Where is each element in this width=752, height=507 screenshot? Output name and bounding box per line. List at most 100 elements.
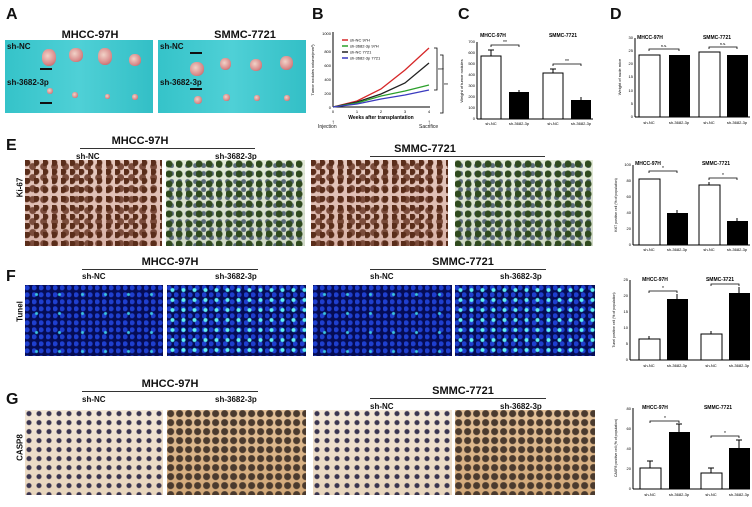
- panel-letter-f: F: [6, 268, 16, 285]
- svg-text:sh-3682-3p: sh-3682-3p: [667, 363, 688, 368]
- bar-chart-mice-weight: MHCC-97H SMMC-7721 0 5 10 15 20 25 30 n.s. n.…: [617, 35, 750, 125]
- svg-text:MHCC-97H: MHCC-97H: [637, 35, 663, 41]
- svg-text:MHCC-97H: MHCC-97H: [642, 405, 668, 411]
- svg-text:0: 0: [329, 105, 332, 110]
- ihc-casp8-mhcc-shnc: [25, 410, 163, 495]
- line-chart-tumor-volume: 0 200 400 600 800 1000 0 1 2 3 4 sh-NC 97H sh-36…: [310, 31, 448, 126]
- svg-text:↑: ↑: [332, 120, 335, 126]
- svg-text:sh-NC: sh-NC: [643, 120, 654, 125]
- bar-chart-casp8: MHCC-97H SMMC-7721 0 20 40 60 80 * * sh-NC sh…: [614, 405, 750, 497]
- svg-text:SMMC-7721: SMMC-7721: [702, 161, 730, 167]
- svg-text:sh-NC 7721: sh-NC 7721: [350, 50, 372, 55]
- svg-text:sh-NC: sh-NC: [643, 363, 654, 368]
- panel-letter-d: D: [610, 6, 622, 23]
- svg-text:15: 15: [629, 74, 634, 79]
- panel-letter-b: B: [312, 6, 324, 23]
- svg-text:15: 15: [624, 309, 629, 314]
- panel-g-cond-2: sh-3682-3p: [215, 395, 257, 404]
- tunel-mhcc-shnc: [25, 285, 163, 356]
- svg-text:80: 80: [627, 178, 632, 183]
- svg-text:2: 2: [380, 109, 383, 114]
- svg-text:60: 60: [627, 426, 632, 431]
- svg-text:sh-NC 97H: sh-NC 97H: [350, 38, 370, 43]
- svg-text:sh-NC: sh-NC: [643, 247, 654, 252]
- ihc-ki67-smmc-shnc: [311, 160, 448, 246]
- svg-text:1: 1: [356, 109, 359, 114]
- panel-g-cond-1: sh-NC: [82, 395, 106, 404]
- panel-a-label-kd-mhcc: sh-3682-3p: [7, 78, 49, 87]
- svg-text:*: *: [664, 416, 666, 422]
- panel-letter-a: A: [6, 6, 18, 23]
- svg-text:SMMC-7721: SMMC-7721: [703, 35, 731, 41]
- svg-text:Weight of nude mice: Weight of nude mice: [617, 58, 622, 95]
- bar-chart-tunel: MHCC-97H SMMC-7721 0 5 10 15 20 25 * * sh-NC s…: [612, 277, 750, 368]
- svg-text:sh-NC: sh-NC: [703, 247, 714, 252]
- panel-g-cond-3: sh-NC: [370, 402, 394, 411]
- svg-text:sh-3682-3p: sh-3682-3p: [669, 492, 690, 497]
- panel-a-title-smmc: SMMC-7721: [214, 29, 276, 41]
- svg-text:**: **: [565, 59, 569, 65]
- svg-text:sh-3682-3p: sh-3682-3p: [571, 121, 592, 126]
- svg-text:200: 200: [324, 91, 331, 96]
- svg-text:n.s.: n.s.: [661, 43, 667, 48]
- svg-text:CASP8 positive cell (% of popu: CASP8 positive cell (% of population): [614, 419, 618, 477]
- svg-text:*: *: [724, 431, 726, 437]
- svg-text:↑: ↑: [428, 120, 431, 126]
- panel-letter-c: C: [458, 6, 470, 23]
- svg-text:100: 100: [468, 105, 475, 110]
- svg-text:SMMC-7721: SMMC-7721: [706, 277, 734, 283]
- tunel-mhcc-kd: [167, 285, 306, 356]
- ihc-casp8-smmc-shnc: [313, 410, 452, 495]
- svg-text:40: 40: [627, 446, 632, 451]
- svg-text:20: 20: [627, 466, 632, 471]
- svg-text:80: 80: [627, 406, 632, 411]
- panel-f-title-smmc: SMMC-7721: [432, 256, 494, 268]
- svg-text:3: 3: [404, 109, 407, 114]
- bar-chart-tumor-weight: MHCC-97H SMMC-7721 0 100 200 300 400 500 600 7…: [459, 33, 593, 126]
- row-label-casp8: CASP8: [15, 434, 25, 461]
- svg-text:sh-3682-3p: sh-3682-3p: [729, 363, 750, 368]
- svg-text:60: 60: [627, 194, 632, 199]
- panel-g-title-mhcc: MHCC-97H: [141, 378, 199, 390]
- svg-text:700: 700: [468, 39, 475, 44]
- svg-text:*: *: [724, 279, 726, 285]
- svg-text:n.s.: n.s.: [720, 41, 726, 46]
- svg-text:500: 500: [468, 61, 475, 66]
- svg-text:20: 20: [627, 226, 632, 231]
- svg-text:SMMC-7721: SMMC-7721: [704, 405, 732, 411]
- svg-text:*: *: [662, 166, 664, 172]
- panel-f-title-mhcc: MHCC-97H: [141, 256, 199, 268]
- ihc-ki67-mhcc-shnc: [25, 160, 162, 246]
- svg-text:30: 30: [629, 35, 634, 40]
- svg-text:SMMC-7721: SMMC-7721: [549, 33, 577, 39]
- svg-text:0: 0: [629, 486, 632, 491]
- svg-text:10: 10: [624, 325, 629, 330]
- panel-a-title-mhcc: MHCC-97H: [61, 29, 119, 41]
- panel-g-cond-4: sh-3682-3p: [500, 402, 542, 411]
- svg-text:0: 0: [332, 109, 335, 114]
- tumor-photo-mhcc: [5, 40, 153, 113]
- svg-text:Tunel positive cell (% of popu: Tunel positive cell (% of population): [612, 292, 616, 347]
- panel-a-label-shnc-smmc: sh-NC: [160, 42, 184, 51]
- svg-text:400: 400: [324, 77, 331, 82]
- panel-g-title-smmc: SMMC-7721: [432, 385, 494, 397]
- svg-text:400: 400: [468, 72, 475, 77]
- panel-e-title-smmc: SMMC-7721: [394, 143, 456, 155]
- svg-text:1000: 1000: [322, 31, 332, 36]
- panel-letter-e: E: [6, 137, 17, 154]
- svg-text:5: 5: [631, 101, 634, 106]
- row-label-ki67: Ki-67: [15, 177, 25, 198]
- ihc-casp8-smmc-kd: [455, 410, 595, 495]
- svg-text:MHCC-97H: MHCC-97H: [635, 161, 661, 167]
- svg-text:600: 600: [324, 63, 331, 68]
- svg-text:sh-NC: sh-NC: [644, 492, 655, 497]
- svg-text:25: 25: [629, 48, 634, 53]
- svg-text:*: *: [662, 286, 664, 292]
- svg-text:0: 0: [631, 114, 634, 119]
- svg-text:sh-3682-3p: sh-3682-3p: [669, 120, 690, 125]
- tunel-smmc-kd: [455, 285, 595, 356]
- svg-text:0: 0: [626, 357, 629, 362]
- svg-text:10: 10: [629, 88, 634, 93]
- row-label-tunel: Tunel: [15, 301, 25, 322]
- svg-text:MHCC-97H: MHCC-97H: [642, 277, 668, 283]
